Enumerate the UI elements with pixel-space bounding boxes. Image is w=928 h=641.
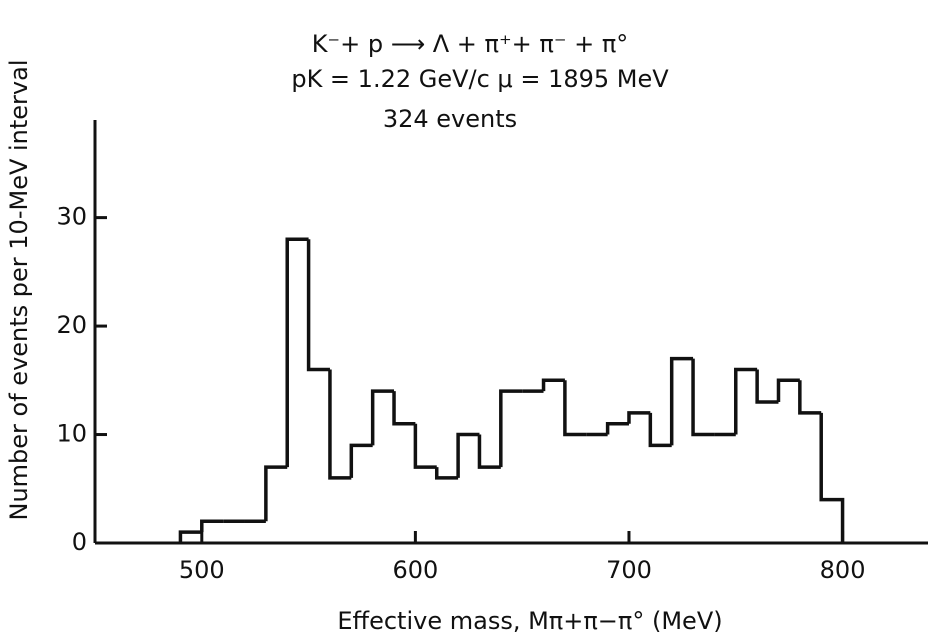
chart-subtitle: pK = 1.22 GeV/c μ = 1895 MeV xyxy=(291,65,669,93)
histogram-bar xyxy=(563,380,587,437)
x-axis-label: Effective mass, Mπ+π−π° (MeV) xyxy=(337,607,722,635)
x-tick-label: 800 xyxy=(820,556,866,584)
histogram-bar xyxy=(264,465,288,522)
histogram-bar xyxy=(200,519,224,533)
histogram-bar xyxy=(370,389,395,446)
histogram-bar xyxy=(434,467,459,480)
x-tick-label: 700 xyxy=(606,556,652,584)
chart-title: K⁻+ p ⟶ Λ + π⁺+ π⁻ + π° xyxy=(312,30,629,58)
histogram-bar xyxy=(349,443,373,478)
histogram-bar xyxy=(734,367,758,435)
annotation: 324 events xyxy=(383,105,517,133)
y-axis-label: Number of events per 10-MeV interval xyxy=(5,59,33,520)
histogram-bar xyxy=(648,412,672,448)
histogram-bar xyxy=(669,356,694,446)
y-tick-label: 30 xyxy=(56,203,87,231)
histogram-bar xyxy=(819,412,845,543)
x-tick-label: 600 xyxy=(392,556,438,584)
histogram-bar xyxy=(477,434,501,469)
histogram-bar xyxy=(392,391,416,426)
histogram-bar xyxy=(285,237,309,468)
x-tick-label: 500 xyxy=(179,556,225,584)
histogram-bar xyxy=(306,239,330,372)
y-tick-label: 20 xyxy=(56,311,87,339)
y-tick-label: 0 xyxy=(72,528,87,556)
histogram-bar xyxy=(456,432,480,478)
histogram-bar xyxy=(798,380,822,415)
histogram-bar xyxy=(178,530,202,543)
histogram-bar xyxy=(413,423,437,469)
histogram-bar xyxy=(627,411,651,424)
histogram-bar xyxy=(755,369,779,404)
histogram-bar xyxy=(499,389,523,468)
histogram-bar xyxy=(541,378,565,392)
histogram-bar xyxy=(328,369,352,480)
histogram-bar xyxy=(776,378,800,402)
histogram-bar xyxy=(691,358,715,437)
histogram-bar xyxy=(605,421,629,435)
y-tick-label: 10 xyxy=(56,420,87,448)
